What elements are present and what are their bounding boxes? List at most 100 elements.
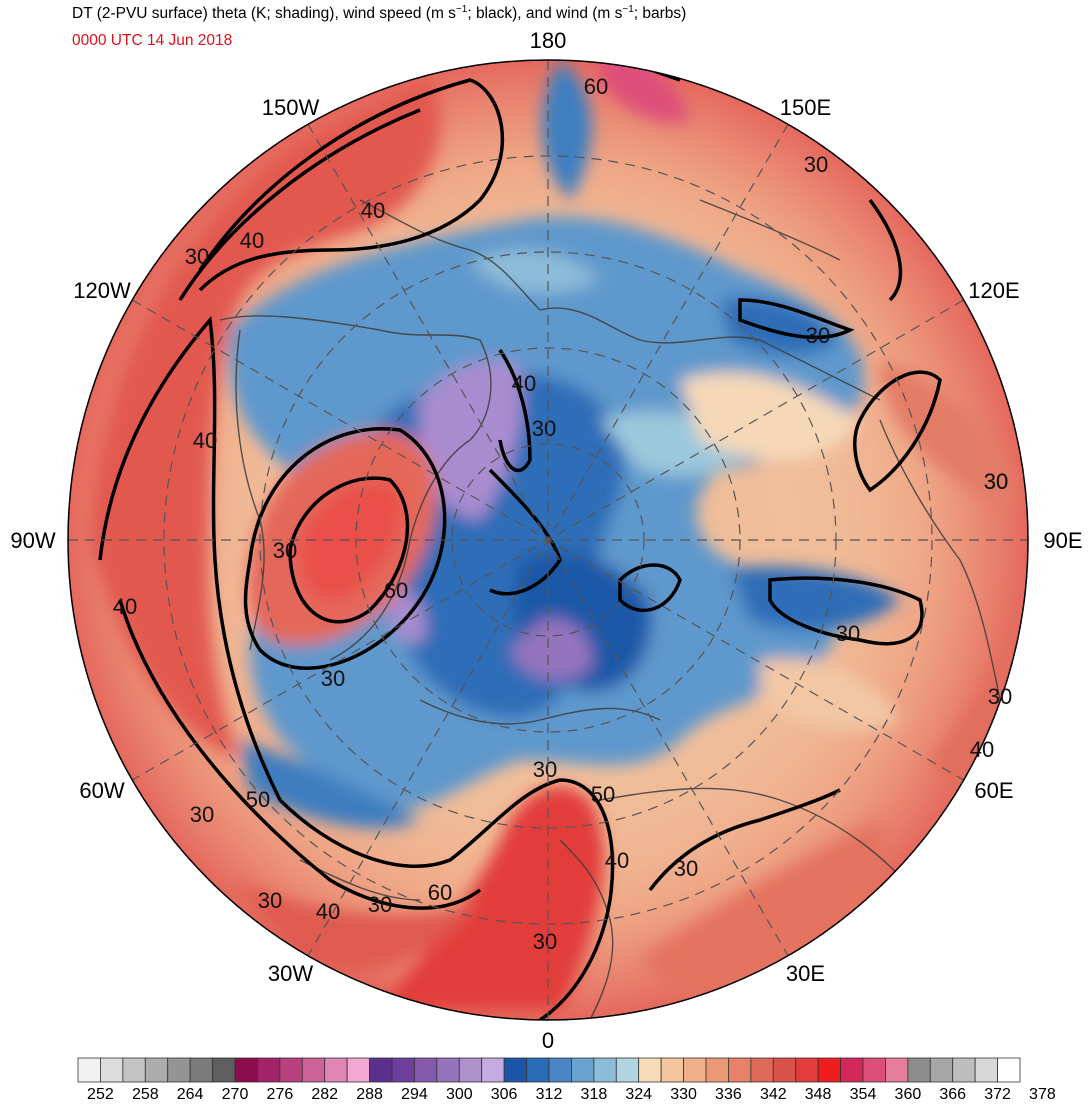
contour-label: 50: [246, 787, 270, 812]
contour-label: 30: [258, 888, 282, 913]
colorbar-swatch: [548, 1057, 572, 1083]
contour-label: 30: [533, 929, 557, 954]
meridian-label: 90W: [10, 528, 55, 553]
colorbar-tick-label: 294: [401, 1086, 428, 1103]
colorbar-swatch: [526, 1057, 550, 1083]
meridian-label: 180: [530, 28, 567, 53]
colorbar-swatch: [189, 1057, 213, 1083]
map-boundary: [67, 59, 1029, 1021]
colorbar-tick-label: 312: [536, 1086, 563, 1103]
colorbar-swatch: [728, 1057, 752, 1083]
colorbar-tick-label: 270: [222, 1086, 249, 1103]
meridian-label: 30W: [268, 961, 313, 986]
colorbar-swatch: [683, 1057, 707, 1083]
contour-label: 40: [316, 899, 340, 924]
colorbar-swatches: [77, 1057, 1021, 1083]
colorbar-tick-label: 378: [1029, 1086, 1056, 1103]
colorbar-tick-label: 282: [311, 1086, 338, 1103]
contour-label: 60: [584, 74, 608, 99]
colorbar-swatch: [77, 1057, 101, 1083]
contour-label: 40: [970, 737, 994, 762]
colorbar-swatch: [615, 1057, 640, 1083]
colorbar-swatch: [705, 1057, 729, 1083]
colorbar-swatch: [122, 1057, 146, 1083]
contour-label: 30: [806, 323, 830, 348]
colorbar-swatch: [212, 1057, 236, 1083]
colorbar-swatch: [414, 1057, 438, 1083]
colorbar-tick-label: 372: [984, 1086, 1011, 1103]
colorbar-swatch: [144, 1057, 169, 1083]
contour-label: 30: [984, 469, 1008, 494]
meridian-label: 30E: [786, 961, 825, 986]
contour-label: 40: [240, 228, 264, 253]
colorbar-tick-label: 324: [625, 1086, 652, 1103]
colorbar-tick-label: 366: [939, 1086, 966, 1103]
meridian-labels: 180 150E 120E 90E 60E 30E 0 30W 60W 90W 120W 150W: [10, 28, 1082, 1050]
meridian-label: 60E: [974, 778, 1013, 803]
colorbar-swatch: [301, 1057, 326, 1083]
contour-label: 40: [193, 428, 217, 453]
colorbar-swatch: [638, 1057, 662, 1083]
colorbar-swatch: [503, 1057, 527, 1083]
colorbar-tick-label: 276: [267, 1086, 294, 1103]
contour-label: 30: [804, 152, 828, 177]
colorbar-tick-label: 264: [177, 1086, 204, 1103]
colorbar-tick-labels: 252 258 264 270 276 282 288 294 300 306 312 318 324 3…: [87, 1086, 1056, 1103]
contour-label: 30: [321, 666, 345, 691]
colorbar-swatch: [997, 1057, 1021, 1083]
contour-label: 60: [428, 880, 452, 905]
colorbar-swatch: [593, 1057, 617, 1083]
colorbar-swatch: [100, 1057, 124, 1083]
colorbar-swatch: [571, 1057, 595, 1083]
meridian-label: 150E: [780, 95, 831, 120]
contour-label: 40: [113, 594, 137, 619]
contour-label: 30: [368, 892, 392, 917]
contour-label: 30: [984, 469, 1008, 494]
colorbar-swatch: [234, 1057, 258, 1083]
contour-label: 30: [185, 244, 209, 269]
polar-stereographic-map: 60 30 40 30 40 40 30 30 40 30 30 60 40 3…: [10, 28, 1082, 1050]
colorbar-swatch: [840, 1057, 864, 1083]
contour-label: 40: [605, 848, 629, 873]
colorbar-swatch: [772, 1057, 797, 1083]
contour-label: 30: [988, 684, 1012, 709]
contour-label: 40: [361, 198, 385, 223]
colorbar-swatch: [369, 1057, 393, 1083]
colorbar-swatch: [795, 1057, 819, 1083]
colorbar-swatch: [817, 1057, 841, 1083]
contour-label: 30: [190, 802, 214, 827]
colorbar-tick-label: 300: [446, 1086, 473, 1103]
colorbar-swatch: [660, 1057, 684, 1083]
colorbar-swatch: [907, 1057, 931, 1083]
contour-label: 60: [384, 578, 408, 603]
theta-shading: [68, 60, 1028, 1020]
contour-label: 30: [674, 856, 698, 881]
map-title: DT (2-PVU surface) theta (K; shading), w…: [72, 4, 687, 23]
contour-labels: 60 30 40 30 40 40 30 30 40 30 30 60 40 3…: [113, 74, 1012, 954]
valid-time-label: 0000 UTC 14 Jun 2018: [72, 32, 233, 49]
graticule: [68, 60, 1028, 1020]
colorbar-swatch: [885, 1057, 909, 1083]
colorbar-tick-label: 354: [850, 1086, 877, 1103]
colorbar-swatch: [279, 1057, 303, 1083]
theta-colorbar: 252 258 264 270 276 282 288 294 300 306 312 318 324 3…: [77, 1057, 1056, 1103]
contour-label: 50: [591, 782, 615, 807]
colorbar-swatch: [167, 1057, 191, 1083]
colorbar-tick-label: 252: [87, 1086, 114, 1103]
colorbar-tick-label: 288: [356, 1086, 383, 1103]
colorbar-swatch: [436, 1057, 460, 1083]
wind-speed-contours: [98, 60, 942, 1020]
contour-label: 30: [533, 757, 557, 782]
colorbar-tick-label: 318: [581, 1086, 608, 1103]
colorbar-swatch: [952, 1057, 976, 1083]
colorbar-swatch: [974, 1057, 998, 1083]
colorbar-swatch: [458, 1057, 483, 1083]
meridian-label: 60W: [79, 778, 124, 803]
colorbar-swatch: [862, 1057, 886, 1083]
colorbar-tick-label: 258: [132, 1086, 159, 1103]
colorbar-swatch: [324, 1057, 348, 1083]
colorbar-tick-label: 342: [760, 1086, 787, 1103]
colorbar-swatch: [750, 1057, 774, 1083]
contour-label: 30: [532, 416, 556, 441]
contour-label: 40: [512, 371, 536, 396]
